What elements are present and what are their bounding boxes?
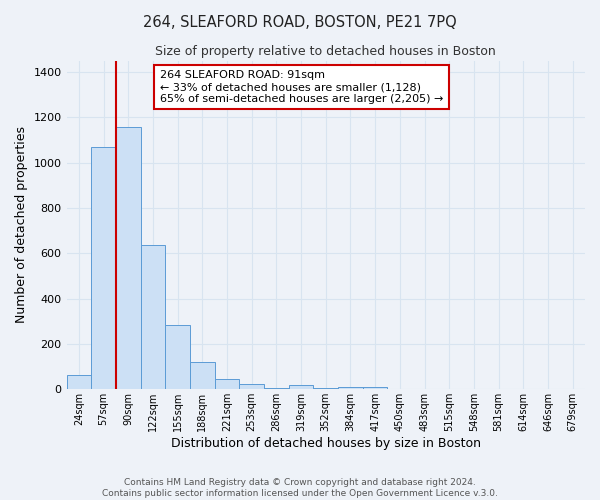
Bar — [116, 128, 140, 390]
Text: 264 SLEAFORD ROAD: 91sqm
← 33% of detached houses are smaller (1,128)
65% of sem: 264 SLEAFORD ROAD: 91sqm ← 33% of detach… — [160, 70, 443, 104]
Bar — [289, 385, 313, 390]
Bar — [363, 388, 388, 390]
Bar — [388, 388, 412, 390]
Y-axis label: Number of detached properties: Number of detached properties — [15, 126, 28, 324]
Bar — [264, 388, 289, 390]
Bar — [215, 378, 239, 390]
Bar — [165, 324, 190, 390]
Bar — [140, 246, 165, 390]
Bar — [91, 146, 116, 390]
Bar — [239, 384, 264, 390]
Bar — [338, 386, 363, 390]
Bar — [190, 362, 215, 390]
Title: Size of property relative to detached houses in Boston: Size of property relative to detached ho… — [155, 45, 496, 58]
Bar — [67, 374, 91, 390]
X-axis label: Distribution of detached houses by size in Boston: Distribution of detached houses by size … — [171, 437, 481, 450]
Bar — [313, 388, 338, 390]
Text: 264, SLEAFORD ROAD, BOSTON, PE21 7PQ: 264, SLEAFORD ROAD, BOSTON, PE21 7PQ — [143, 15, 457, 30]
Text: Contains HM Land Registry data © Crown copyright and database right 2024.
Contai: Contains HM Land Registry data © Crown c… — [102, 478, 498, 498]
